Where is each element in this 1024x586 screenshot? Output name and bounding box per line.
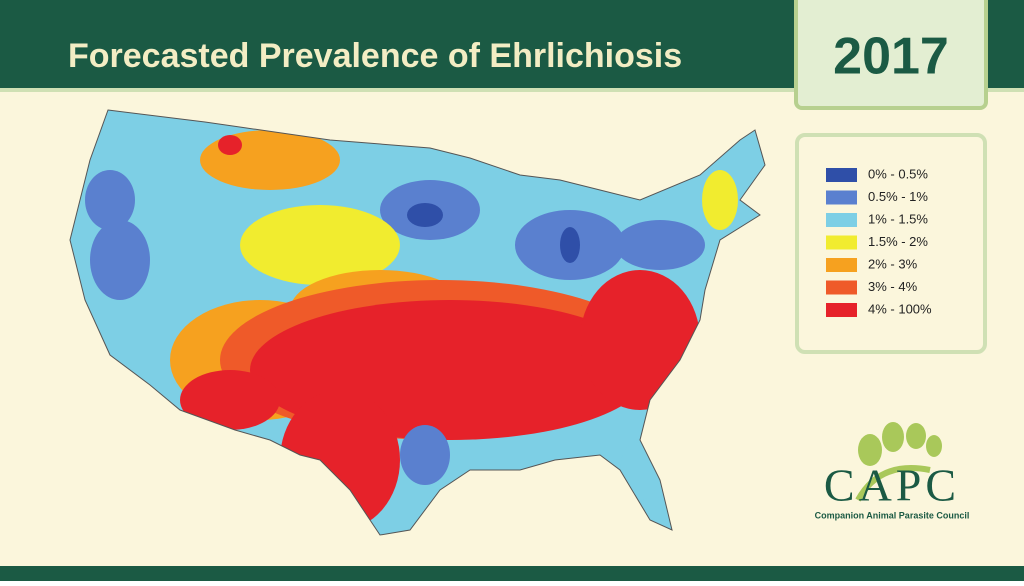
legend-swatch bbox=[826, 280, 857, 295]
logo-subtitle: Companion Animal Parasite Council bbox=[815, 510, 970, 520]
logo-paw bbox=[855, 422, 942, 502]
legend-swatch bbox=[826, 235, 857, 250]
year-box bbox=[794, 0, 988, 110]
legend-swatch bbox=[826, 168, 857, 182]
legend-label: 3% - 4% bbox=[868, 279, 918, 294]
year: 2017 bbox=[833, 28, 949, 86]
legend-label: 1% - 1.5% bbox=[868, 211, 928, 226]
legend-swatch bbox=[826, 303, 857, 317]
legend-label: 4% - 100% bbox=[868, 301, 932, 316]
legend: 0% - 0.5% 0.5% - 1% 1% - 1.5% 1.5% - 2% 2% -… bbox=[826, 166, 932, 317]
legend-label: 2% - 3% bbox=[868, 256, 918, 271]
map-outline bbox=[69, 109, 766, 536]
logo-name: CAPC bbox=[824, 460, 960, 511]
legend-swatch bbox=[826, 190, 857, 205]
legend-label: 0% - 0.5% bbox=[868, 166, 928, 181]
legend-swatch bbox=[826, 213, 857, 227]
footer-band bbox=[0, 566, 1024, 581]
legend-label: 1.5% - 2% bbox=[868, 234, 928, 249]
legend-box bbox=[795, 133, 987, 354]
title: Forecasted Prevalence of Ehrlichiosis bbox=[68, 37, 682, 75]
header-rule bbox=[0, 88, 1024, 92]
legend-label: 0.5% - 1% bbox=[868, 189, 928, 204]
legend-swatch bbox=[826, 258, 857, 272]
